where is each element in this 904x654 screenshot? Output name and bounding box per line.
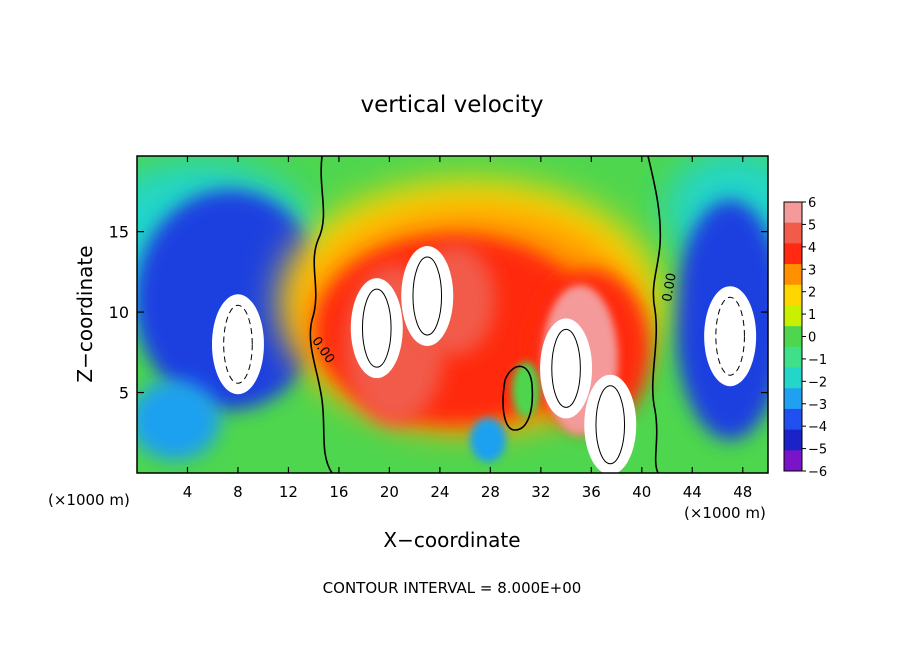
colorbar-swatch: [784, 346, 802, 369]
colorbar-label: 0: [808, 331, 816, 346]
x-tick-label: 48: [733, 483, 752, 501]
x-tick-label: 44: [683, 483, 702, 501]
saturated-cell: [350, 278, 403, 379]
colorbar-label: −3: [808, 398, 827, 413]
chart-title: vertical velocity: [361, 92, 544, 118]
colorbar-label: −6: [808, 465, 827, 480]
colorbar-swatch: [784, 243, 802, 265]
x-tick-label: 32: [531, 483, 550, 501]
saturated-regions: [211, 245, 757, 473]
colorbar-swatch: [784, 222, 802, 244]
negative-contour: [223, 304, 253, 384]
x-axis-label: X−coordinate: [383, 528, 520, 552]
saturated-cell: [704, 286, 757, 387]
x-axis-unit-left: (×1000 m): [48, 491, 130, 509]
saturated-cell: [584, 374, 637, 473]
colorbar-swatch: [784, 284, 802, 306]
colorbar-swatch: [784, 388, 802, 410]
x-tick-label: 4: [183, 483, 193, 501]
colorbar-swatch: [784, 367, 802, 389]
colorbar-label: 4: [808, 241, 816, 256]
saturated-cell: [401, 245, 454, 346]
x-tick-label: 36: [582, 483, 601, 501]
colorbar-label: −4: [808, 420, 827, 435]
colorbar-swatch: [784, 202, 802, 224]
x-tick-label: 8: [233, 483, 243, 501]
y-axis-label: Z−coordinate: [73, 245, 97, 382]
positive-contour: [551, 328, 581, 408]
saturated-cell: [540, 318, 593, 419]
colorbar-label: 2: [808, 286, 816, 301]
x-tick-label: 20: [380, 483, 399, 501]
contour-label: 0.00: [660, 272, 680, 303]
y-tick-label: 10: [109, 303, 129, 322]
colorbar-swatch: [784, 305, 802, 327]
colorbar-swatch: [784, 450, 802, 472]
positive-contour: [361, 288, 392, 368]
colorbar-label: −1: [808, 353, 827, 368]
y-tick-label: 15: [109, 223, 129, 242]
colorbar-swatch: [784, 326, 802, 348]
colorbar-swatch: [784, 408, 802, 431]
x-tick-label: 16: [329, 483, 348, 501]
x-tick-label: 40: [632, 483, 651, 501]
x-axis: 4 8 12 16 20 24 28 32 36 40 44 48: [183, 156, 752, 501]
colorbar-label: 5: [808, 218, 816, 233]
y-axis: 5 10 15: [109, 223, 768, 403]
zero-contours: [309, 156, 662, 473]
colorbar: 6 5 4 3 2 1 0 −1 −2 −3 −4 −5 −6: [783, 196, 827, 480]
negative-contour: [715, 296, 745, 376]
saturated-cell: [211, 294, 264, 395]
x-tick-label: 12: [279, 483, 298, 501]
contour-interval-footer: CONTOUR INTERVAL = 8.000E+00: [323, 579, 582, 597]
plot-frame: [136, 155, 769, 474]
y-tick-label: 5: [119, 384, 129, 403]
positive-contour: [595, 385, 626, 465]
x-axis-unit-right: (×1000 m): [684, 504, 766, 522]
colorbar-label: 3: [808, 263, 816, 278]
colorbar-label: 1: [808, 308, 816, 323]
x-tick-label: 24: [430, 483, 449, 501]
colorbar-label: −2: [808, 375, 827, 390]
colorbar-label: −5: [808, 443, 827, 458]
positive-contour: [412, 256, 443, 336]
colorbar-swatch: [784, 264, 802, 286]
colorbar-swatch: [784, 429, 802, 451]
colorbar-label: 6: [808, 196, 816, 211]
x-tick-label: 28: [481, 483, 500, 501]
